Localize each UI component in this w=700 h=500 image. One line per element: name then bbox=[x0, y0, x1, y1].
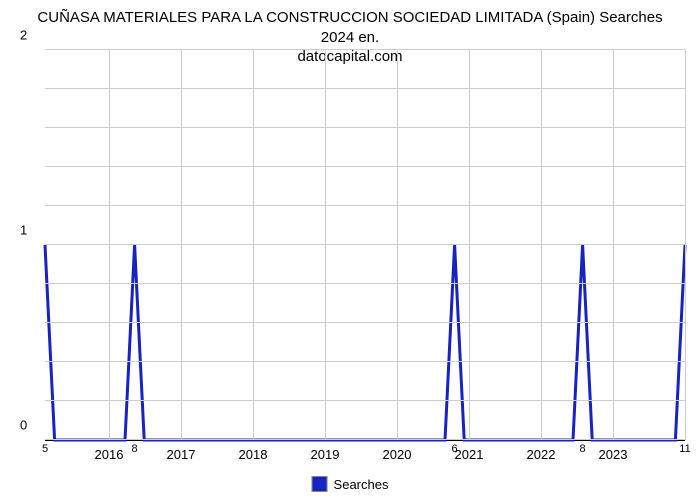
v-gridline bbox=[253, 50, 254, 440]
h-gridline bbox=[45, 322, 685, 323]
h-gridline bbox=[45, 400, 685, 401]
v-gridline bbox=[469, 50, 470, 440]
h-gridline bbox=[45, 283, 685, 284]
x-minor-label: 6 bbox=[452, 443, 458, 455]
title-line-1: CUÑASA MATERIALES PARA LA CONSTRUCCION S… bbox=[37, 9, 662, 46]
v-gridline bbox=[181, 50, 182, 440]
v-gridline bbox=[685, 50, 686, 440]
v-gridline bbox=[613, 50, 614, 440]
x-year-label: 2017 bbox=[167, 447, 196, 462]
h-gridline bbox=[45, 244, 685, 245]
y-tick-label: 0 bbox=[20, 418, 27, 433]
x-year-label: 2020 bbox=[383, 447, 412, 462]
x-year-label: 2022 bbox=[527, 447, 556, 462]
x-year-label: 2019 bbox=[311, 447, 340, 462]
v-gridline bbox=[109, 50, 110, 440]
x-minor-label: 8 bbox=[580, 443, 586, 455]
chart-container: CUÑASA MATERIALES PARA LA CONSTRUCCION S… bbox=[0, 0, 700, 500]
y-tick-label: 1 bbox=[20, 223, 27, 238]
legend: Searches bbox=[312, 476, 389, 492]
v-gridline bbox=[325, 50, 326, 440]
plot-area: 0122016201720182019202020212022202358681… bbox=[45, 50, 685, 441]
y-tick-label: 2 bbox=[20, 28, 27, 43]
h-gridline bbox=[45, 205, 685, 206]
x-year-label: 2018 bbox=[239, 447, 268, 462]
h-gridline bbox=[45, 49, 685, 50]
v-gridline bbox=[541, 50, 542, 440]
x-year-label: 2021 bbox=[455, 447, 484, 462]
h-gridline bbox=[45, 439, 685, 440]
h-gridline bbox=[45, 88, 685, 89]
h-gridline bbox=[45, 127, 685, 128]
x-year-label: 2016 bbox=[95, 447, 124, 462]
legend-label: Searches bbox=[334, 477, 389, 492]
line-layer bbox=[45, 50, 685, 440]
h-gridline bbox=[45, 361, 685, 362]
searches-line bbox=[45, 245, 685, 440]
legend-swatch bbox=[312, 476, 328, 492]
v-gridline bbox=[397, 50, 398, 440]
x-minor-label: 8 bbox=[132, 443, 138, 455]
h-gridline bbox=[45, 166, 685, 167]
x-year-label: 2023 bbox=[599, 447, 628, 462]
x-minor-label: 5 bbox=[42, 443, 48, 455]
x-minor-label: 11 bbox=[679, 443, 690, 455]
